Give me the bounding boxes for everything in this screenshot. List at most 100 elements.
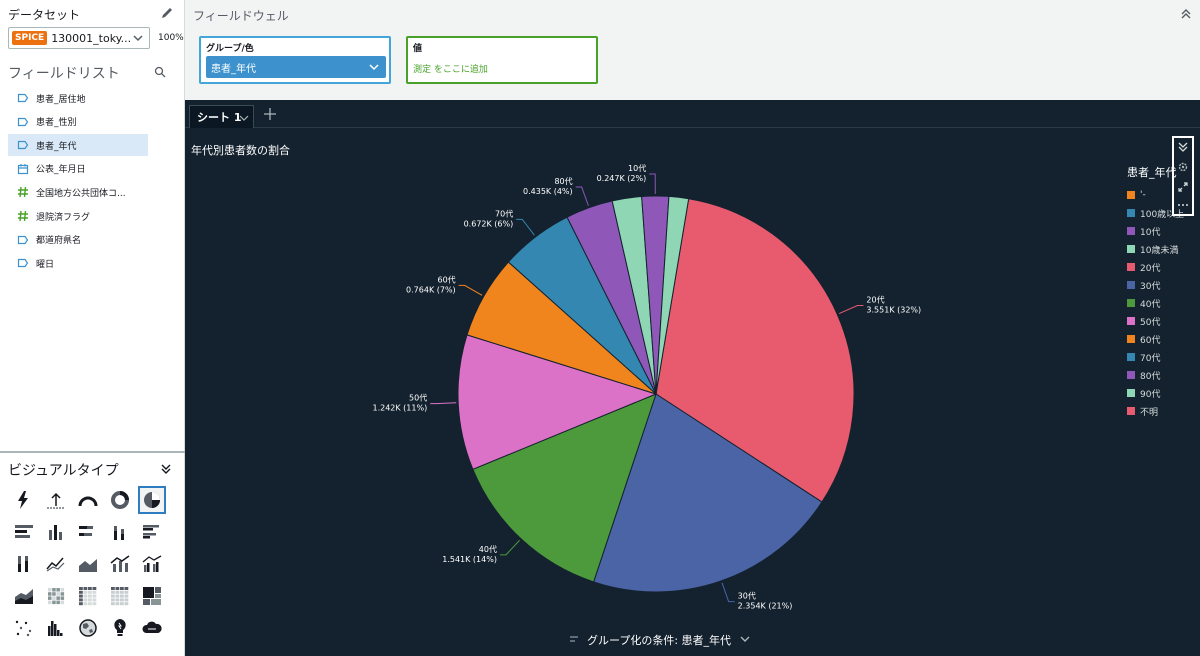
group-field-pill[interactable]: 患者_年代 <box>206 56 386 78</box>
field-item[interactable]: 全国地方公共団体コ... <box>8 181 148 203</box>
legend-item[interactable]: 100歳以上 <box>1127 206 1193 220</box>
more-options-icon[interactable] <box>1176 198 1190 212</box>
tree-map-icon[interactable] <box>138 582 166 610</box>
dataset-select[interactable]: SPICE 130001_toky... <box>8 27 150 49</box>
slice-category-label: 30代 <box>738 591 756 601</box>
sheet-tab-label: シート 1 <box>197 111 242 124</box>
stacked-100-vertical-bar-icon[interactable] <box>10 550 38 578</box>
legend-label: 50代 <box>1140 317 1161 328</box>
slice-category-label: 40代 <box>479 544 497 554</box>
donut-icon[interactable] <box>106 486 134 514</box>
legend-label: 90代 <box>1140 389 1161 400</box>
visual-types-header: ビジュアルタイプ <box>8 460 178 479</box>
spice-usage-percent: 100% <box>158 33 184 43</box>
analysis-canvas: シート 1 年代別患者数の割合 20代 3.551K (32%) 30代 2.354K… <box>185 100 1200 656</box>
legend-item[interactable]: 10歳未満 <box>1127 242 1193 256</box>
field-item-label: 曜日 <box>36 259 55 270</box>
slice-value-label: 0.672K (6%) <box>464 219 514 228</box>
value-well[interactable]: 値 測定 をここに追加 <box>406 36 598 84</box>
field-item[interactable]: 曜日 <box>8 252 148 274</box>
field-item[interactable]: 患者_性別 <box>8 111 148 133</box>
chevron-down-icon[interactable] <box>239 113 249 126</box>
sheet-tab[interactable]: シート 1 <box>189 105 254 128</box>
stacked-area-icon[interactable] <box>10 582 38 610</box>
pivot-table-icon[interactable] <box>74 582 102 610</box>
visual-types-title: ビジュアルタイプ <box>8 463 119 479</box>
line-chart-icon[interactable] <box>42 550 70 578</box>
legend-item[interactable]: 60代 <box>1127 332 1193 346</box>
chevron-down-icon <box>368 61 380 76</box>
sheet-tab-bar: シート 1 <box>185 100 1200 128</box>
group-by-footer[interactable]: グループ化の条件: 患者_年代 <box>569 632 751 648</box>
slice-leader-line <box>838 305 864 315</box>
map-icon[interactable] <box>74 614 102 642</box>
visual-title: 年代別患者数の割合 <box>191 144 290 157</box>
legend-swatch <box>1127 317 1135 325</box>
combo-clustered-line-icon[interactable] <box>138 550 166 578</box>
pie-slice[interactable] <box>655 195 690 395</box>
legend-item[interactable]: '- <box>1127 188 1193 202</box>
legend-item[interactable]: 10代 <box>1127 224 1193 238</box>
combo-bar-line-icon[interactable] <box>106 550 134 578</box>
pie-slice[interactable] <box>593 393 823 593</box>
legend-swatch <box>1127 353 1135 361</box>
legend-swatch <box>1127 299 1135 307</box>
pie-slice[interactable] <box>472 393 657 583</box>
field-item[interactable]: 公表_年月日 <box>8 158 148 180</box>
chevron-down-icon[interactable] <box>739 633 751 648</box>
panel-divider[interactable] <box>0 451 185 453</box>
legend-item[interactable]: 不明 <box>1127 404 1193 418</box>
legend-item[interactable]: 50代 <box>1127 314 1193 328</box>
scatter-icon[interactable] <box>10 614 38 642</box>
insight-icon[interactable] <box>106 614 134 642</box>
field-item[interactable]: 患者_居住地 <box>8 87 148 109</box>
field-item-label: 全国地方公共団体コ... <box>36 188 126 199</box>
autograph-up-icon[interactable] <box>42 486 70 514</box>
stacked-vertical-bar-icon[interactable] <box>106 518 134 546</box>
vertical-bar-icon[interactable] <box>42 518 70 546</box>
legend-label: 10代 <box>1140 227 1161 238</box>
slice-leader-line <box>649 173 656 195</box>
field-item[interactable]: 患者_年代 <box>8 134 148 157</box>
legend-item[interactable]: 70代 <box>1127 350 1193 364</box>
legend-label: 40代 <box>1140 299 1161 310</box>
legend-label: 100歳以上 <box>1140 209 1185 220</box>
horizontal-bar-icon[interactable] <box>10 518 38 546</box>
field-item[interactable]: 都道府県名 <box>8 229 148 251</box>
collapse-chevron-up-icon[interactable] <box>1180 8 1192 23</box>
add-sheet-plus-icon[interactable] <box>263 107 277 121</box>
stacked-horizontal-bar-icon[interactable] <box>74 518 102 546</box>
edit-pencil-icon[interactable] <box>160 6 174 20</box>
area-chart-icon[interactable] <box>74 550 102 578</box>
gauge-icon[interactable] <box>74 486 102 514</box>
legend-item[interactable]: 90代 <box>1127 386 1193 400</box>
field-item-label: 患者_居住地 <box>36 94 86 105</box>
histogram-icon[interactable] <box>42 614 70 642</box>
pie-slice[interactable] <box>457 334 658 470</box>
slice-category-label: 50代 <box>409 393 427 403</box>
field-wells-title: フィールドウェル <box>193 9 289 23</box>
word-cloud-icon[interactable] <box>138 614 166 642</box>
legend-swatch <box>1127 407 1135 415</box>
field-item[interactable]: 退院済フラグ <box>8 205 148 227</box>
legend-item[interactable]: 30代 <box>1127 278 1193 292</box>
double-chevron-down-icon[interactable] <box>160 463 172 478</box>
expand-arrows-icon[interactable] <box>1176 180 1190 194</box>
table-icon[interactable] <box>106 582 134 610</box>
gear-icon[interactable] <box>1176 160 1190 174</box>
visual-menu <box>1172 136 1194 216</box>
legend-item[interactable]: 80代 <box>1127 368 1193 382</box>
legend-item[interactable]: 20代 <box>1127 260 1193 274</box>
search-icon[interactable] <box>154 66 166 81</box>
legend-swatch <box>1127 335 1135 343</box>
pie-chart-icon[interactable] <box>138 486 166 514</box>
group-color-well[interactable]: グループ/色 患者_年代 <box>199 36 391 84</box>
collapse-double-chevron-icon[interactable] <box>1176 140 1190 154</box>
clustered-horizontal-bar-icon[interactable] <box>138 518 166 546</box>
slice-category-label: 20代 <box>866 295 884 305</box>
kpi-icon[interactable] <box>10 486 38 514</box>
legend-swatch <box>1127 209 1135 217</box>
legend-item[interactable]: 40代 <box>1127 296 1193 310</box>
heat-map-icon[interactable] <box>42 582 70 610</box>
